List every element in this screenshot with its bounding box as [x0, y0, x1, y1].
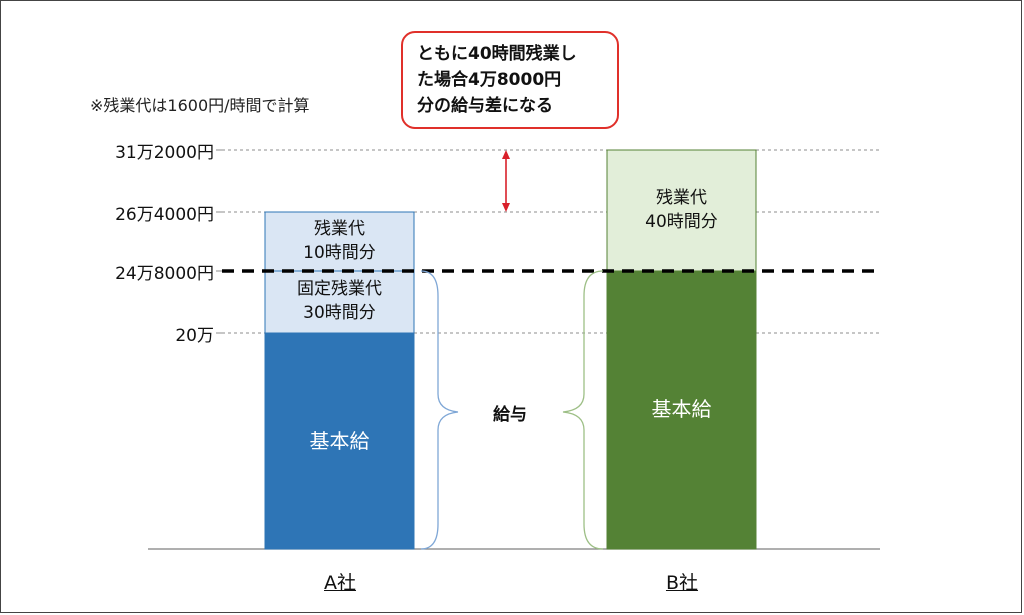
- bar-segment-label-line: 残業代: [314, 218, 365, 239]
- bar-segment-label-line: 固定残業代: [297, 279, 382, 299]
- bar-segment-label: 残業代 40時間分: [607, 186, 756, 234]
- bar-segment-label: 残業代 10時間分: [265, 217, 414, 265]
- difference-callout: ともに40時間残業し た場合4万8000円 分の給与差になる: [401, 31, 619, 129]
- salary-brace-label: 給与: [493, 405, 527, 425]
- difference-arrow-head-up: [502, 150, 510, 159]
- y-tick-label: 26万4000円: [115, 205, 214, 225]
- y-tick-label: 20万: [175, 326, 214, 346]
- bar-segment: [264, 332, 415, 550]
- bar-segment: [606, 270, 757, 550]
- callout-line: 分の給与差になる: [417, 96, 553, 116]
- salary-brace-b: [562, 270, 604, 550]
- bar-segment-label-line: 10時間分: [303, 242, 376, 263]
- x-category-label: B社: [665, 572, 699, 594]
- bar-segment-label: 固定残業代 30時間分: [265, 277, 414, 325]
- callout-line: た場合4万8000円: [417, 70, 562, 90]
- difference-arrow-head-down: [502, 203, 510, 212]
- bar-segment: [606, 149, 757, 272]
- bar-segment-label: 基本給: [265, 429, 414, 453]
- bar-segment: [264, 211, 415, 272]
- x-category-label: A社: [324, 572, 356, 594]
- bar-segment-label-line: 残業代: [656, 187, 707, 208]
- bar-segment-label-line: 基本給: [309, 429, 370, 453]
- y-tick-label: 31万2000円: [115, 143, 214, 163]
- bar-segment-label-line: 40時間分: [645, 211, 718, 232]
- bar-segment-label-line: 基本給: [651, 397, 712, 421]
- salary-brace-a: [420, 270, 459, 550]
- bar-segment: [264, 270, 415, 334]
- overtime-rate-note: ※残業代は1600円/時間で計算: [90, 96, 310, 115]
- bar-segment-label: 基本給: [607, 397, 756, 421]
- y-tick-label: 24万8000円: [115, 264, 214, 284]
- bar-segment-label-line: 30時間分: [303, 303, 376, 323]
- callout-line: ともに40時間残業し: [417, 44, 577, 64]
